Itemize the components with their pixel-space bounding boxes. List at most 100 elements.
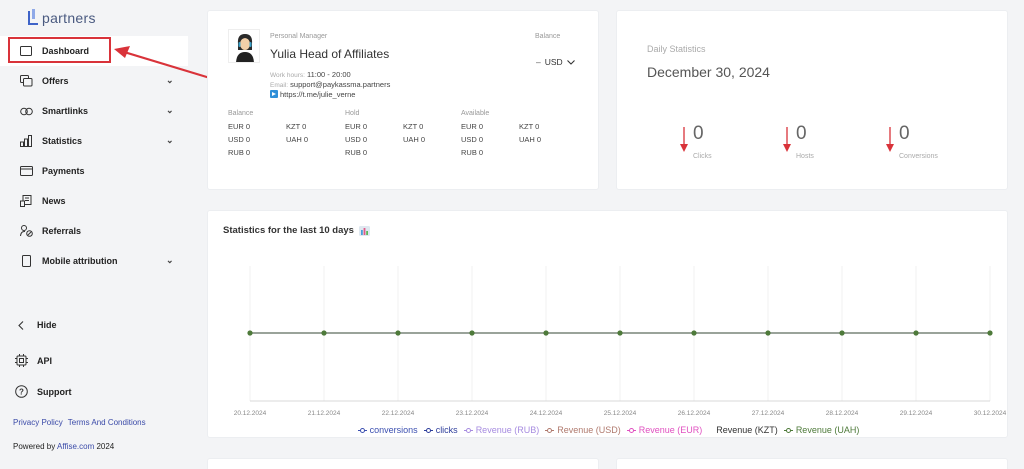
stat-value: 0: [693, 123, 704, 144]
sidebar-item-mobile-attribution[interactable]: Mobile attribution ⌄: [0, 246, 188, 276]
hold-rub: RUB 0: [345, 148, 368, 157]
legend-item[interactable]: clicks: [423, 425, 458, 435]
chip-icon: [14, 354, 28, 367]
balance-eur: EUR 0: [228, 122, 251, 131]
legend-item[interactable]: Revenue (EUR): [626, 425, 702, 435]
daily-statistics-label: Daily Statistics: [647, 44, 706, 54]
legend-item[interactable]: conversions: [357, 425, 418, 435]
bottom-card-left: [207, 458, 599, 469]
currency-value: USD: [544, 57, 563, 67]
sidebar-item-label: Payments: [42, 166, 85, 176]
chevron-down-icon: [566, 59, 575, 65]
hold-eur: EUR 0: [345, 122, 368, 131]
brand-logo[interactable]: partners: [28, 9, 96, 26]
annotation-arrow-icon: [114, 46, 211, 80]
x-tick-label: 21.12.2024: [308, 410, 341, 417]
stat-value: 0: [899, 123, 910, 144]
chevron-down-icon[interactable]: ⌄: [166, 105, 174, 115]
bottom-card-right: [616, 458, 1008, 469]
sidebar-item-payments[interactable]: Payments: [0, 156, 188, 186]
email: Email: support@paykassma.partners: [270, 80, 390, 89]
api-link[interactable]: API: [14, 354, 52, 367]
footer-links: Privacy Policy Terms And Conditions: [13, 418, 146, 427]
data-point[interactable]: [469, 330, 475, 336]
affise-link[interactable]: Affise.com: [57, 442, 95, 451]
stat-label: Conversions: [899, 153, 938, 160]
balance-value: –: [536, 57, 541, 67]
link-icon: [19, 105, 33, 117]
email-key: Email:: [270, 82, 289, 89]
sidebar-item-news[interactable]: News: [0, 186, 188, 216]
data-point[interactable]: [839, 330, 845, 336]
x-tick-label: 22.12.2024: [382, 410, 415, 417]
telegram-icon: [270, 90, 278, 98]
statistics-chart-card: Statistics for the last 10 days 20.12.20…: [207, 210, 1008, 438]
legend-marker-icon: [783, 427, 793, 433]
x-tick-label: 29.12.2024: [900, 410, 933, 417]
personal-manager-card: Personal Manager Yulia Head of Affiliate…: [207, 10, 599, 190]
x-tick-label: 28.12.2024: [826, 410, 859, 417]
daily-statistics-card: Daily Statistics December 30, 2024 0 Cli…: [616, 10, 1008, 190]
dashboard-icon: [19, 45, 33, 57]
chevron-left-icon: [14, 320, 28, 330]
data-point[interactable]: [987, 330, 993, 336]
hide-sidebar-button[interactable]: Hide: [14, 320, 57, 330]
data-point[interactable]: [765, 330, 771, 336]
available-rub: RUB 0: [461, 148, 484, 157]
logo-text: partners: [42, 10, 96, 26]
line-chart[interactable]: 20.12.2024 21.12.2024 22.12.2024 23.12.2024…: [208, 241, 1009, 425]
chevron-down-icon[interactable]: ⌄: [166, 75, 174, 85]
data-point[interactable]: [617, 330, 623, 336]
legend-marker-icon: [545, 427, 555, 433]
chevron-down-icon[interactable]: ⌄: [166, 135, 174, 145]
daily-statistics-date: December 30, 2024: [647, 64, 770, 80]
sidebar-item-offers[interactable]: Offers ⌄: [0, 66, 188, 96]
balance-currency-label: Balance: [535, 33, 561, 40]
work-hours: Work hours: 11:00 - 20:00: [270, 70, 351, 79]
hide-label: Hide: [37, 320, 57, 330]
legend-item[interactable]: Revenue (UAH): [783, 425, 859, 435]
legend-marker-icon: [423, 427, 433, 433]
privacy-policy-link[interactable]: Privacy Policy: [13, 418, 63, 427]
legend-marker-icon: [463, 427, 473, 433]
data-point[interactable]: [691, 330, 697, 336]
sidebar-item-referrals[interactable]: Referrals: [0, 216, 188, 246]
help-circle-icon: ?: [14, 385, 28, 398]
x-tick-label: 24.12.2024: [530, 410, 563, 417]
support-link[interactable]: ? Support: [14, 385, 72, 398]
data-point[interactable]: [543, 330, 549, 336]
legend-item[interactable]: Revenue (RUB): [463, 425, 539, 435]
terms-link[interactable]: Terms And Conditions: [67, 418, 146, 427]
x-tick-label: 25.12.2024: [604, 410, 637, 417]
chevron-down-icon[interactable]: ⌄: [166, 255, 174, 265]
svg-text:?: ?: [19, 388, 24, 397]
data-point[interactable]: [321, 330, 327, 336]
sidebar-item-label: Referrals: [42, 226, 82, 236]
telegram[interactable]: https://t.me/julie_verne: [270, 90, 355, 99]
sidebar-item-statistics[interactable]: Statistics ⌄: [0, 126, 188, 156]
chart-title-text: Statistics for the last 10 days: [223, 225, 354, 236]
legend-label: conversions: [369, 425, 418, 435]
balance-group-title: Balance: [228, 110, 254, 117]
available-eur: EUR 0: [461, 122, 484, 131]
x-tick-label: 27.12.2024: [752, 410, 785, 417]
powered-prefix: Powered by: [13, 442, 58, 451]
data-point[interactable]: [913, 330, 919, 336]
data-point[interactable]: [247, 330, 253, 336]
available-usd: USD 0: [461, 135, 484, 144]
data-point[interactable]: [395, 330, 401, 336]
telegram-link[interactable]: https://t.me/julie_verne: [280, 90, 356, 99]
stat-label: Clicks: [693, 153, 712, 160]
balance-usd: USD 0: [228, 135, 251, 144]
sidebar-item-smartlinks[interactable]: Smartlinks ⌄: [0, 96, 188, 126]
legend-item[interactable]: Revenue (USD): [545, 425, 621, 435]
balance-kzt: KZT 0: [286, 122, 307, 131]
stat-label: Hosts: [796, 153, 814, 160]
news-icon: [19, 195, 33, 207]
email-value[interactable]: support@paykassma.partners: [290, 80, 391, 89]
powered-by: Powered by Affise.com 2024: [13, 442, 114, 451]
balance-rub: RUB 0: [228, 148, 251, 157]
logo-icon: [28, 9, 38, 25]
currency-select[interactable]: – USD: [536, 57, 575, 67]
legend-item[interactable]: Revenue (KZT): [716, 425, 778, 435]
